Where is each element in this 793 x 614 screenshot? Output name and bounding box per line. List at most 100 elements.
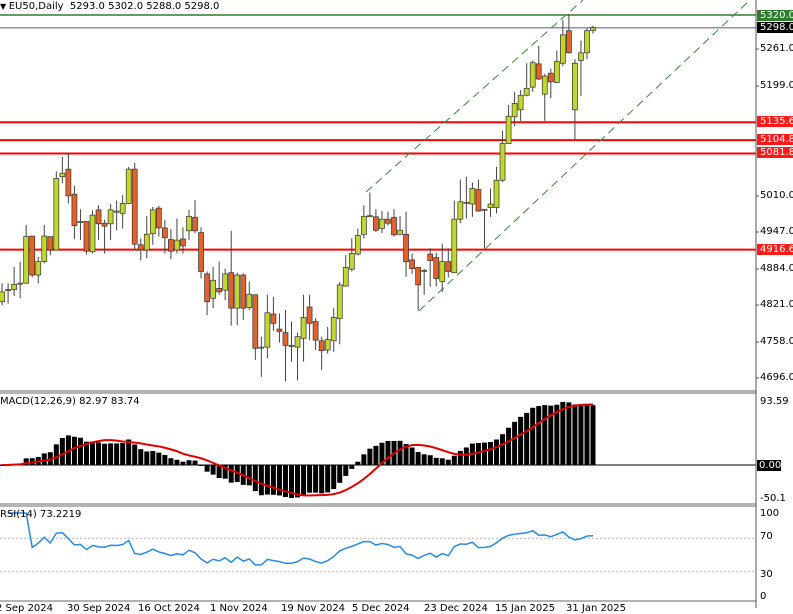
macd-bar <box>403 444 409 465</box>
macd-bar <box>162 454 168 465</box>
macd-bar <box>301 465 307 495</box>
macd-bar <box>349 465 355 469</box>
bull-candle <box>529 62 536 88</box>
y-tick: 5199.0 <box>760 80 793 91</box>
macd-bar <box>53 444 59 465</box>
bull-candle <box>584 30 590 54</box>
panel-frame <box>0 0 759 608</box>
macd-bar <box>192 460 198 465</box>
bull-candle <box>379 218 385 229</box>
y-tick: 5261.0 <box>760 43 793 54</box>
macd-bar <box>379 442 385 465</box>
bull-candle <box>578 52 584 61</box>
bear-candle <box>47 236 54 251</box>
macd-panel <box>0 402 756 498</box>
macd-bar <box>319 465 325 494</box>
x-tick: 23 Dec 2024 <box>424 603 488 614</box>
bull-candle <box>5 289 11 291</box>
bull-candle <box>439 261 446 282</box>
macd-bar <box>132 444 138 465</box>
bear-candle <box>306 306 313 324</box>
bear-candle <box>312 321 319 341</box>
bull-candle <box>149 209 156 235</box>
macd-bar <box>295 465 301 498</box>
bull-candle <box>222 273 229 291</box>
macd-bar <box>524 412 530 465</box>
bull-candle <box>336 284 343 319</box>
macd-bar <box>445 459 451 465</box>
bear-candle <box>216 288 222 293</box>
level-tag: 5298.0 <box>757 22 793 33</box>
bull-candle <box>342 267 349 287</box>
bull-candle <box>361 215 367 235</box>
triangle-down-icon[interactable]: ▼ <box>0 2 9 11</box>
macd-bar <box>174 459 180 465</box>
bull-candle <box>590 27 596 32</box>
bull-candle <box>125 168 132 204</box>
bull-candle <box>107 209 114 225</box>
bull-candle <box>41 235 48 262</box>
macd-bar <box>433 457 439 465</box>
macd-bar <box>282 465 288 498</box>
bull-candle <box>210 279 216 299</box>
macd-bar <box>246 465 252 486</box>
bull-candle <box>493 179 500 208</box>
macd-tick: 93.59 <box>760 396 789 407</box>
level-tag: 5135.6 <box>757 116 793 127</box>
bull-candle <box>11 283 17 290</box>
macd-bar <box>481 442 487 465</box>
channel-upper-line <box>365 0 584 193</box>
bear-candle <box>403 233 409 262</box>
macd-bar <box>138 449 144 465</box>
macd-bar <box>96 442 102 465</box>
rsi-tick: 70 <box>760 531 773 542</box>
bull-candle <box>499 143 506 181</box>
macd-bar <box>150 451 156 465</box>
bear-candle <box>566 30 572 54</box>
macd-bar <box>41 453 47 465</box>
macd-bar <box>270 465 276 495</box>
bear-candle <box>192 217 198 232</box>
macd-tick: 0.00 <box>757 460 782 471</box>
bull-candle <box>572 62 578 111</box>
bear-candle <box>137 244 144 251</box>
x-tick: 31 Jan 2025 <box>566 603 626 614</box>
bull-candle <box>17 282 23 285</box>
rsi-tick: 0 <box>760 591 767 602</box>
macd-bar <box>415 452 421 465</box>
bear-candle <box>427 253 434 261</box>
bear-candle <box>535 63 542 80</box>
macd-bar <box>361 454 367 465</box>
bear-candle <box>240 274 247 309</box>
bear-candle <box>29 235 36 276</box>
channel-lower-line <box>418 0 751 312</box>
bull-candle <box>559 34 566 64</box>
macd-bar <box>222 465 228 479</box>
bear-candle <box>475 189 482 212</box>
bull-candle <box>53 178 60 251</box>
macd-bar <box>554 404 560 465</box>
x-tick: 16 Oct 2024 <box>138 603 200 614</box>
bull-candle <box>23 236 30 284</box>
macd-bar <box>210 465 216 475</box>
rsi-label: RSI(14) 73.2219 <box>0 509 82 520</box>
macd-bar <box>180 461 186 465</box>
macd-bar <box>258 465 264 496</box>
bull-candle <box>451 218 458 274</box>
bear-candle <box>415 267 421 286</box>
macd-bar <box>337 465 343 483</box>
bull-candle <box>234 274 241 309</box>
macd-bar <box>427 455 433 465</box>
ohlc-label: 5293.0 5302.0 5288.0 5298.0 <box>69 1 220 12</box>
bull-candle <box>457 201 464 220</box>
macd-bar <box>59 437 65 465</box>
macd-bar <box>216 465 222 479</box>
x-tick: 15 Jan 2025 <box>495 603 555 614</box>
bull-candle <box>511 103 518 118</box>
bear-candle <box>65 168 72 197</box>
macd-bar <box>439 458 445 465</box>
bull-candle <box>246 293 253 308</box>
bull-candle <box>348 253 355 270</box>
macd-bar <box>451 455 457 465</box>
